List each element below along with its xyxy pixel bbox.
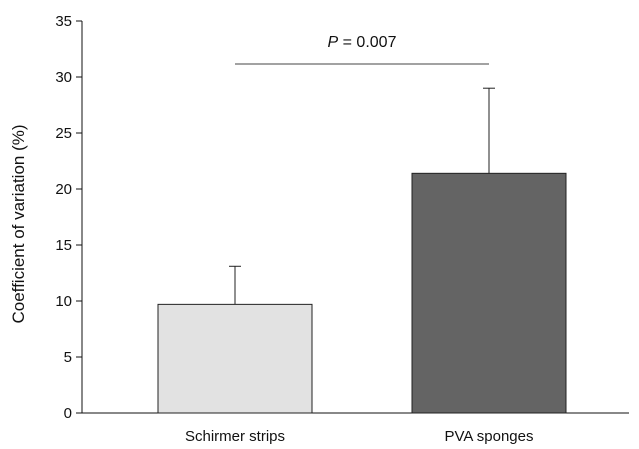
y-tick-label: 0 xyxy=(64,405,72,422)
y-axis-title: Coefficient of variation (%) xyxy=(9,124,28,323)
p-symbol: P xyxy=(328,34,339,51)
y-axis: 0 5 10 15 20 25 30 35 xyxy=(55,13,83,422)
y-tick-label: 10 xyxy=(55,293,72,310)
y-tick-label: 5 xyxy=(64,349,72,366)
x-category-label: PVA sponges xyxy=(445,428,534,445)
bars xyxy=(157,172,567,414)
x-category-label: Schirmer strips xyxy=(185,428,285,445)
y-tick-label: 20 xyxy=(55,181,72,198)
x-axis: Schirmer strips PVA sponges xyxy=(82,412,629,445)
p-value-label: P = 0.007 xyxy=(328,34,397,51)
y-tick-label: 30 xyxy=(55,69,72,86)
bar-1 xyxy=(157,303,313,414)
y-tick-label: 35 xyxy=(55,13,72,30)
error-bars xyxy=(229,87,495,305)
y-tick-label: 25 xyxy=(55,125,72,142)
p-value: = 0.007 xyxy=(338,34,396,51)
bar-2 xyxy=(411,172,567,414)
significance-annotation: P = 0.007 xyxy=(235,34,489,65)
y-tick-label: 15 xyxy=(55,237,72,254)
